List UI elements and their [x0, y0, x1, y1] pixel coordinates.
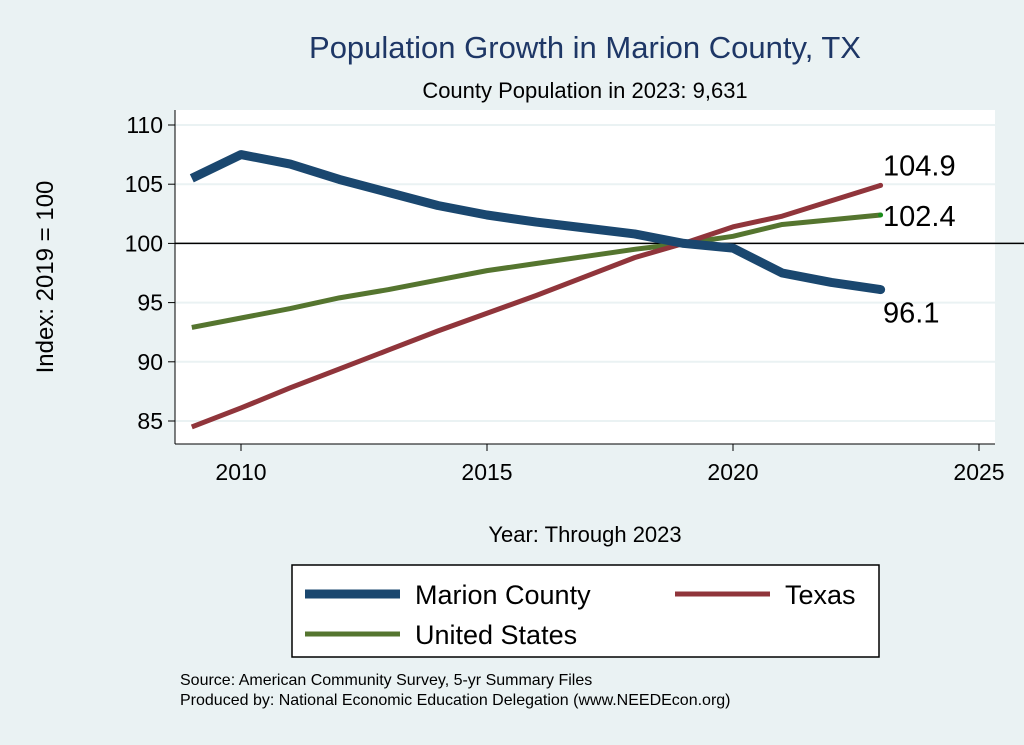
x-tick-label: 2020 [707, 459, 758, 485]
source-note: Source: American Community Survey, 5-yr … [180, 672, 592, 689]
y-tick-label: 95 [137, 290, 163, 316]
x-axis-label: Year: Through 2023 [488, 522, 681, 547]
series-end-point [878, 212, 884, 218]
chart-subtitle: County Population in 2023: 9,631 [422, 78, 747, 103]
y-tick-label: 105 [125, 171, 163, 197]
y-axis-label: Index: 2019 = 100 [32, 181, 59, 374]
y-tick-label: 85 [137, 408, 163, 434]
x-tick-label: 2010 [215, 459, 266, 485]
producer-note: Produced by: National Economic Education… [180, 692, 731, 709]
legend-label: Texas [785, 580, 856, 610]
y-tick-label: 100 [125, 230, 163, 256]
series-line-texas [190, 182, 882, 430]
series-line-marion-county [189, 150, 882, 295]
legend: Marion County Texas United States [291, 564, 880, 658]
x-tick-label: 2025 [953, 459, 1004, 485]
end-value-label: 102.4 [883, 201, 956, 233]
end-value-label: 96.1 [883, 298, 939, 330]
y-tick-label: 110 [126, 112, 163, 138]
end-value-label: 104.9 [883, 150, 956, 182]
series-end-point [876, 285, 886, 295]
y-tick-label: 90 [137, 349, 163, 375]
series-end-point [878, 182, 884, 188]
legend-label: Marion County [415, 580, 591, 610]
legend-label: United States [415, 620, 577, 650]
chart-title: Population Growth in Marion County, TX [309, 30, 861, 65]
series-line-united-states [191, 212, 881, 330]
x-tick-label: 2015 [461, 459, 512, 485]
